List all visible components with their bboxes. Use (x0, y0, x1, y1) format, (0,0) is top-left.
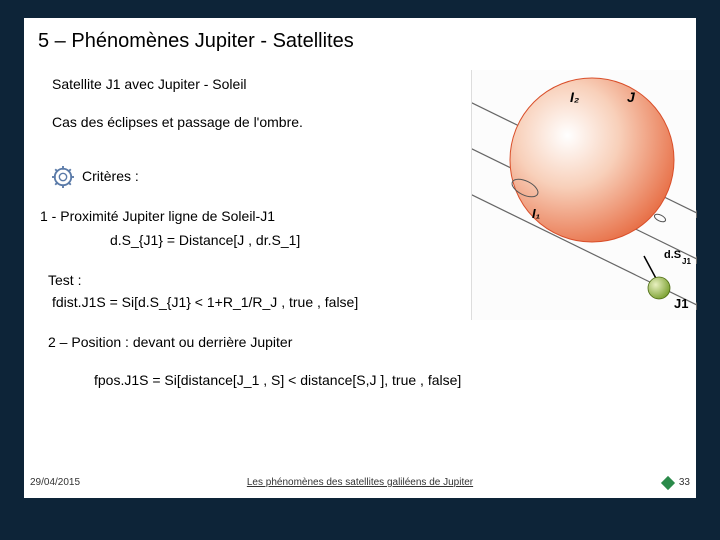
jupiter-diagram: J I₂ I₁ d.S J1 J1 (471, 70, 696, 320)
slide-number: 33 (679, 477, 690, 488)
criterion-2-formula: fpos.J1S = Si[distance[J_1 , S] < distan… (94, 372, 461, 388)
criterion-1: 1 - Proximité Jupiter ligne de Soleil-J1 (40, 208, 275, 224)
label-J1-text: J1 (674, 296, 688, 311)
footer-title: Les phénomènes des satellites galiléens … (247, 477, 473, 488)
slide: 5 – Phénomènes Jupiter - Satellites Sate… (24, 18, 696, 498)
criteria-label: Critères : (82, 168, 139, 184)
criterion-2: 2 – Position : devant ou derrière Jupite… (48, 334, 292, 350)
label-dSJ1: d.S (664, 249, 681, 261)
footer-date: 29/04/2015 (30, 477, 80, 488)
subtitle: Satellite J1 avec Jupiter - Soleil (52, 76, 247, 92)
label-J: J (627, 89, 636, 105)
gear-icon (52, 166, 74, 188)
description: Cas des éclipses et passage de l'ombre. (52, 114, 303, 130)
criterion-1-formula: d.S_{J1} = Distance[J , dr.S_1] (110, 232, 300, 248)
test-label: Test : (48, 272, 81, 288)
label-I2: I₂ (570, 89, 579, 105)
slide-number-group: 33 (663, 477, 690, 488)
diamond-icon (661, 475, 675, 489)
svg-text:J1: J1 (682, 257, 691, 266)
slide-title: 5 – Phénomènes Jupiter - Satellites (38, 30, 354, 53)
label-I1: I₁ (532, 206, 540, 221)
footer: 29/04/2015 Les phénomènes des satellites… (30, 477, 690, 488)
test-formula: fdist.J1S = Si[d.S_{J1} < 1+R_1/R_J , tr… (52, 294, 358, 310)
